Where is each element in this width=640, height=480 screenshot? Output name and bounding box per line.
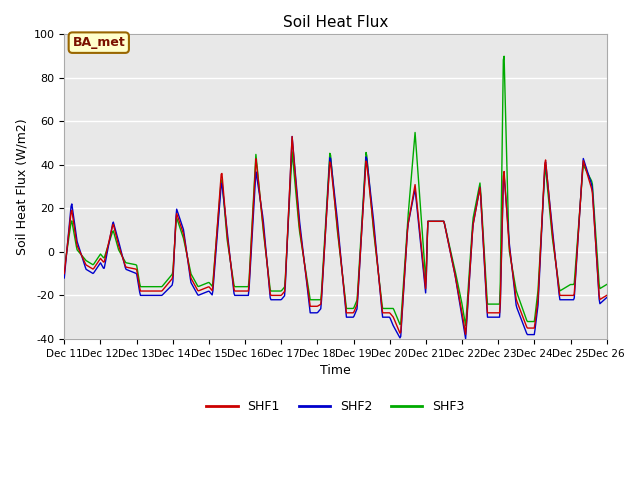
SHF1 [603,292,611,298]
SHF3 [462,323,470,328]
SHF3 [70,231,78,237]
SHF1 [210,273,218,279]
Legend: SHF1, SHF2, SHF3: SHF1, SHF2, SHF3 [202,395,470,418]
Y-axis label: Soil Heat Flux (W/m2): Soil Heat Flux (W/m2) [15,118,28,255]
SHF3 [126,261,134,266]
Text: BA_met: BA_met [72,36,125,49]
SHF1 [181,240,189,246]
SHF3 [181,242,189,248]
SHF2 [126,268,134,274]
SHF2 [418,253,426,259]
SHF2 [70,217,78,223]
SHF1 [70,223,78,228]
SHF2 [181,237,189,243]
SHF3 [417,213,425,219]
SHF3 [60,266,68,272]
X-axis label: Time: Time [320,364,351,377]
SHF3 [210,270,218,276]
SHF3 [401,254,409,260]
SHF2 [60,275,68,281]
SHF1 [402,250,410,255]
SHF1 [126,265,134,271]
Line: SHF3: SHF3 [64,56,607,325]
SHF1 [60,271,68,276]
SHF2 [603,295,611,300]
SHF1 [462,332,470,337]
Title: Soil Heat Flux: Soil Heat Flux [283,15,388,30]
Line: SHF2: SHF2 [64,136,607,339]
SHF2 [288,133,296,139]
SHF3 [500,53,508,59]
SHF2 [210,278,218,284]
SHF2 [462,336,470,342]
SHF2 [402,251,410,256]
SHF1 [288,133,296,139]
Line: SHF1: SHF1 [64,136,607,335]
SHF3 [603,282,611,288]
SHF1 [418,249,426,254]
